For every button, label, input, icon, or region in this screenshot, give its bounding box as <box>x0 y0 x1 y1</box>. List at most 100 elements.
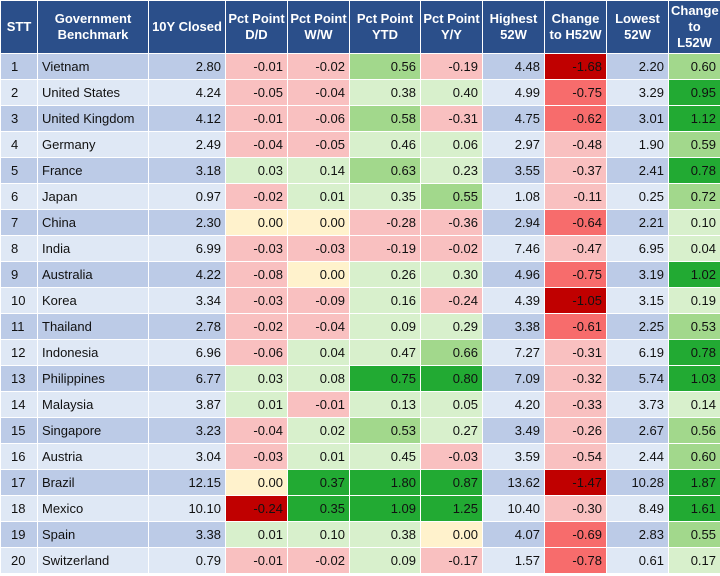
cell-pct-dd: 0.00 <box>225 209 288 236</box>
cell-pct-yy: 0.23 <box>420 157 483 184</box>
cell-change-h52w: -0.78 <box>544 547 607 574</box>
cell-change-h52w: -1.05 <box>544 287 607 314</box>
cell-pct-ytd: 0.35 <box>349 183 421 210</box>
cell-pct-ww: 0.00 <box>287 209 350 236</box>
cell-10y-closed: 3.34 <box>148 287 226 314</box>
cell-pct-ytd: 0.26 <box>349 261 421 288</box>
cell-10y-closed: 2.78 <box>148 313 226 340</box>
cell-pct-dd: -0.04 <box>225 131 288 158</box>
cell-pct-yy: 0.80 <box>420 365 483 392</box>
cell-change-h52w: -0.30 <box>544 495 607 522</box>
cell-change-l52w: 0.56 <box>668 417 720 444</box>
table-row: 14 Malaysia 3.87 0.01 -0.01 0.13 0.05 4.20 -0.33… <box>0 391 720 418</box>
cell-change-l52w: 0.95 <box>668 79 720 106</box>
cell-country: United Kingdom <box>37 105 149 132</box>
cell-highest-52w: 4.20 <box>482 391 545 418</box>
cell-pct-ytd: 0.16 <box>349 287 421 314</box>
table-row: 6 Japan 0.97 -0.02 0.01 0.35 0.55 1.08 -0.11 0.25… <box>0 183 720 210</box>
cell-pct-ww: 0.08 <box>287 365 350 392</box>
table-row: 9 Australia 4.22 -0.08 0.00 0.26 0.30 4.96 -0.75… <box>0 261 720 288</box>
cell-country: Germany <box>37 131 149 158</box>
cell-pct-ww: -0.01 <box>287 391 350 418</box>
table-row: 10 Korea 3.34 -0.03 -0.09 0.16 -0.24 4.39 -1.05 3… <box>0 287 720 314</box>
table-row: 5 France 3.18 0.03 0.14 0.63 0.23 3.55 -0.37 2.41… <box>0 157 720 184</box>
cell-pct-ww: 0.04 <box>287 339 350 366</box>
cell-highest-52w: 7.27 <box>482 339 545 366</box>
cell-highest-52w: 4.75 <box>482 105 545 132</box>
cell-10y-closed: 0.79 <box>148 547 226 574</box>
cell-change-h52w: -1.68 <box>544 53 607 80</box>
table-row: 18 Mexico 10.10 -0.24 0.35 1.09 1.25 10.40 -0.30… <box>0 495 720 522</box>
cell-lowest-52w: 2.21 <box>606 209 669 236</box>
cell-stt: 10 <box>0 287 38 314</box>
cell-10y-closed: 3.18 <box>148 157 226 184</box>
cell-country: Spain <box>37 521 149 548</box>
cell-lowest-52w: 3.01 <box>606 105 669 132</box>
cell-lowest-52w: 2.20 <box>606 53 669 80</box>
cell-pct-ytd: 0.56 <box>349 53 421 80</box>
cell-change-l52w: 0.17 <box>668 547 720 574</box>
cell-pct-yy: -0.03 <box>420 443 483 470</box>
cell-pct-yy: -0.02 <box>420 235 483 262</box>
cell-lowest-52w: 3.29 <box>606 79 669 106</box>
cell-lowest-52w: 2.83 <box>606 521 669 548</box>
table-row: 19 Spain 3.38 0.01 0.10 0.38 0.00 4.07 -0.69 2.83… <box>0 521 720 548</box>
cell-change-h52w: -0.75 <box>544 79 607 106</box>
cell-stt: 7 <box>0 209 38 236</box>
cell-change-l52w: 0.04 <box>668 235 720 262</box>
cell-pct-dd: -0.02 <box>225 313 288 340</box>
cell-highest-52w: 4.96 <box>482 261 545 288</box>
cell-pct-yy: 0.87 <box>420 469 483 496</box>
cell-highest-52w: 4.99 <box>482 79 545 106</box>
cell-pct-ytd: 0.09 <box>349 547 421 574</box>
cell-lowest-52w: 6.19 <box>606 339 669 366</box>
col-header-benchmark: Government Benchmark <box>37 0 149 54</box>
cell-country: United States <box>37 79 149 106</box>
cell-pct-ww: -0.05 <box>287 131 350 158</box>
cell-pct-ytd: 1.80 <box>349 469 421 496</box>
cell-stt: 16 <box>0 443 38 470</box>
cell-change-l52w: 0.10 <box>668 209 720 236</box>
cell-change-h52w: -0.31 <box>544 339 607 366</box>
cell-pct-ww: -0.04 <box>287 79 350 106</box>
cell-change-h52w: -1.47 <box>544 469 607 496</box>
cell-lowest-52w: 3.19 <box>606 261 669 288</box>
table-row: 20 Switzerland 0.79 -0.01 -0.02 0.09 -0.17 1.57… <box>0 547 720 574</box>
cell-change-l52w: 0.19 <box>668 287 720 314</box>
cell-highest-52w: 1.08 <box>482 183 545 210</box>
table-row: 4 Germany 2.49 -0.04 -0.05 0.46 0.06 2.97 -0.48 1… <box>0 131 720 158</box>
cell-highest-52w: 3.38 <box>482 313 545 340</box>
cell-country: Japan <box>37 183 149 210</box>
table-row: 16 Austria 3.04 -0.03 0.01 0.45 -0.03 3.59 -0.54… <box>0 443 720 470</box>
cell-change-h52w: -0.61 <box>544 313 607 340</box>
cell-pct-dd: -0.04 <box>225 417 288 444</box>
cell-pct-yy: 0.00 <box>420 521 483 548</box>
cell-pct-ww: 0.35 <box>287 495 350 522</box>
cell-10y-closed: 6.96 <box>148 339 226 366</box>
cell-country: Switzerland <box>37 547 149 574</box>
header-row: STT Government Benchmark 10Y Closed Pct … <box>0 0 720 54</box>
cell-10y-closed: 0.97 <box>148 183 226 210</box>
cell-pct-ytd: 0.45 <box>349 443 421 470</box>
table-row: 2 United States 4.24 -0.05 -0.04 0.38 0.40 4.99… <box>0 79 720 106</box>
table-body: 1 Vietnam 2.80 -0.01 -0.02 0.56 -0.19 4.48 -1.68… <box>0 53 720 574</box>
cell-highest-52w: 3.55 <box>482 157 545 184</box>
col-header-change-l52w: Change to L52W <box>668 0 720 54</box>
table-row: 11 Thailand 2.78 -0.02 -0.04 0.09 0.29 3.38 -0.6… <box>0 313 720 340</box>
cell-pct-yy: 0.66 <box>420 339 483 366</box>
cell-change-l52w: 0.55 <box>668 521 720 548</box>
cell-country: China <box>37 209 149 236</box>
cell-change-h52w: -0.33 <box>544 391 607 418</box>
cell-change-l52w: 1.87 <box>668 469 720 496</box>
table-row: 7 China 2.30 0.00 0.00 -0.28 -0.36 2.94 -0.64 2.2… <box>0 209 720 236</box>
cell-lowest-52w: 3.15 <box>606 287 669 314</box>
cell-lowest-52w: 6.95 <box>606 235 669 262</box>
cell-pct-dd: -0.01 <box>225 105 288 132</box>
cell-lowest-52w: 3.73 <box>606 391 669 418</box>
cell-change-h52w: -0.54 <box>544 443 607 470</box>
cell-highest-52w: 10.40 <box>482 495 545 522</box>
cell-10y-closed: 3.87 <box>148 391 226 418</box>
cell-lowest-52w: 0.61 <box>606 547 669 574</box>
cell-pct-ytd: 0.63 <box>349 157 421 184</box>
cell-change-h52w: -0.75 <box>544 261 607 288</box>
